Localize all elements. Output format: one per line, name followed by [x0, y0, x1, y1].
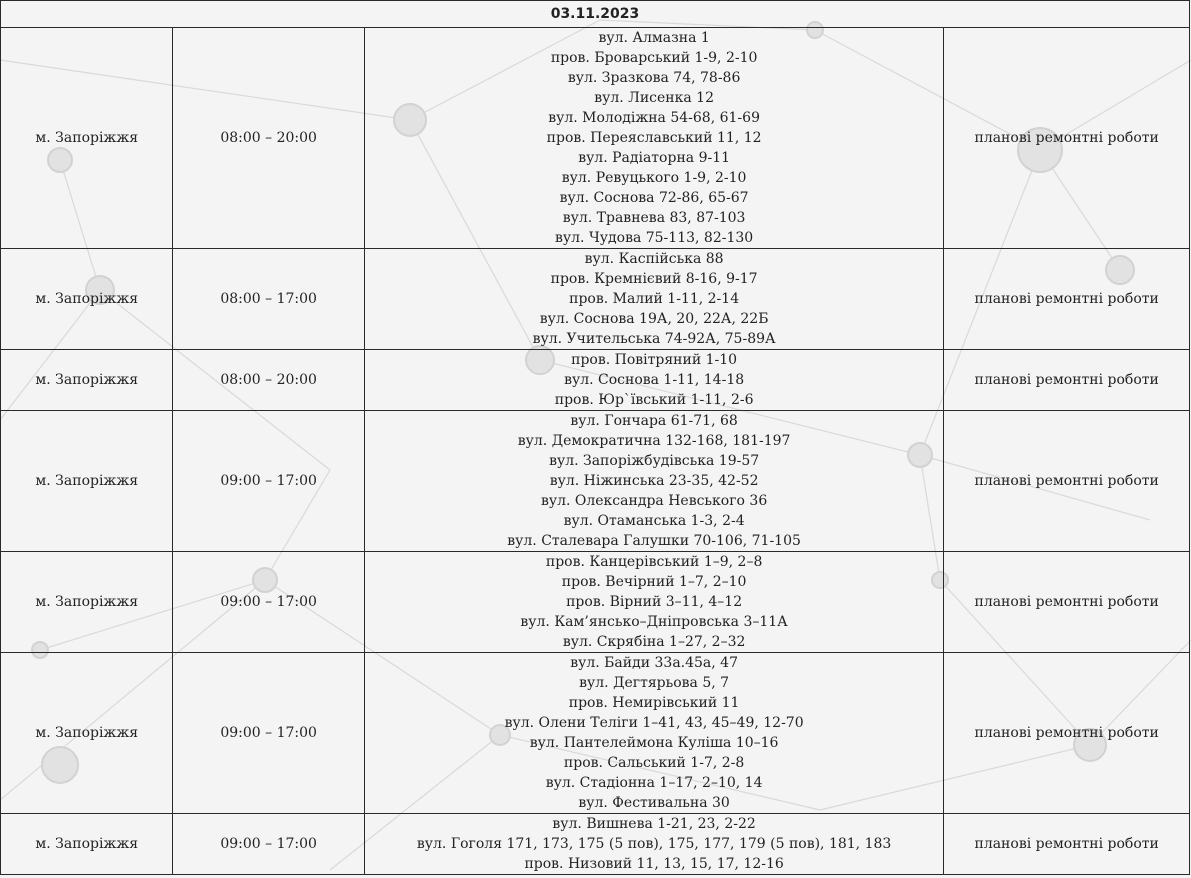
date-header: 03.11.2023 [0, 0, 1190, 28]
table-row: м. Запоріжжя 09:00 – 17:00 пров. Канцерівс… [0, 551, 1190, 653]
address-line: пров. Вечірний 1–7, 2–10 [561, 574, 747, 590]
table-row: м. Запоріжжя 09:00 – 17:00 вул. Гончара 61… [0, 410, 1190, 552]
address-line: вул. Байди 33а.45а, 47 [570, 655, 738, 671]
address-line: вул. Дегтярьова 5, 7 [579, 675, 730, 691]
address-line: пров. Низовий 11, 13, 15, 17, 12-16 [524, 856, 784, 872]
city-cell: м. Запоріжжя [0, 27, 174, 249]
table-row: м. Запоріжжя 08:00 – 20:00 вул. Алмазна 1 п… [0, 27, 1190, 249]
table-row: м. Запоріжжя 08:00 – 20:00 пров. Повітряни… [0, 349, 1190, 411]
time-cell: 08:00 – 17:00 [172, 248, 365, 350]
address-line: пров. Кремнієвий 8-16, 9-17 [550, 271, 758, 287]
reason-cell: планові ремонтні роботи [943, 349, 1190, 411]
time-cell: 09:00 – 17:00 [172, 652, 365, 814]
date-header-row: 03.11.2023 [0, 0, 1190, 28]
address-line: вул. Чудова 75-113, 82-130 [555, 230, 754, 246]
reason-cell: планові ремонтні роботи [943, 813, 1190, 875]
address-line: вул. Молодіжна 54-68, 61-69 [548, 110, 760, 126]
addresses-cell: вул. Байди 33а.45а, 47 вул. Дегтярьова 5,… [363, 652, 945, 814]
address-line: вул. Демократична 132-168, 181-197 [517, 433, 791, 449]
address-line: вул. Гоголя 171, 173, 175 (5 пов), 175, … [416, 836, 892, 852]
addresses-cell: вул. Гончара 61-71, 68 вул. Демократична … [363, 410, 945, 552]
address-line: вул. Олександра Невського 36 [540, 493, 768, 509]
address-line: вул. Кам’янсько–Дніпровська 3–11А [520, 614, 788, 630]
city-cell: м. Запоріжжя [0, 551, 174, 653]
address-line: вул. Соснова 19А, 20, 22А, 22Б [539, 311, 769, 327]
city-cell: м. Запоріжжя [0, 410, 174, 552]
city-cell: м. Запоріжжя [0, 248, 174, 350]
address-line: вул. Стадіонна 1–17, 2–10, 14 [545, 775, 763, 791]
addresses-cell: пров. Повітряний 1-10 вул. Соснова 1-11, … [363, 349, 945, 411]
time-cell: 08:00 – 20:00 [172, 27, 365, 249]
address-line: вул. Вишнева 1-21, 23, 2-22 [552, 816, 756, 832]
address-line: пров. Повітряний 1-10 [571, 352, 738, 368]
table-row: м. Запоріжжя 09:00 – 17:00 вул. Байди 33а.… [0, 652, 1190, 814]
address-line: вул. Отаманська 1-3, 2-4 [563, 513, 745, 529]
time-cell: 09:00 – 17:00 [172, 551, 365, 653]
address-line: вул. Олени Теліги 1–41, 43, 45–49, 12-70 [504, 715, 804, 731]
address-line: вул. Пантелеймона Куліша 10–16 [529, 735, 779, 751]
address-line: вул. Радіаторна 9-11 [578, 150, 731, 166]
address-line: вул. Ревуцького 1-9, 2-10 [561, 170, 747, 186]
reason-cell: планові ремонтні роботи [943, 27, 1190, 249]
reason-cell: планові ремонтні роботи [943, 551, 1190, 653]
address-line: вул. Зразкова 74, 78-86 [567, 70, 741, 86]
address-line: пров. Сальський 1-7, 2-8 [563, 755, 745, 771]
time-cell: 09:00 – 17:00 [172, 813, 365, 875]
address-line: вул. Каспійська 88 [584, 251, 724, 267]
reason-cell: планові ремонтні роботи [943, 248, 1190, 350]
city-cell: м. Запоріжжя [0, 652, 174, 814]
addresses-cell: вул. Каспійська 88 пров. Кремнієвий 8-16,… [363, 248, 945, 350]
address-line: вул. Соснова 1-11, 14-18 [564, 372, 745, 388]
address-line: пров. Малий 1-11, 2-14 [569, 291, 740, 307]
address-line: вул. Сталевара Галушки 70-106, 71-105 [507, 533, 801, 549]
time-cell: 09:00 – 17:00 [172, 410, 365, 552]
table-row: м. Запоріжжя 09:00 – 17:00 вул. Вишнева 1-… [0, 813, 1190, 875]
address-line: вул. Скрябіна 1–27, 2–32 [562, 634, 746, 650]
address-line: пров. Немирівський 11 [568, 695, 740, 711]
address-line: вул. Соснова 72-86, 65-67 [559, 190, 749, 206]
address-line: вул. Травнева 83, 87-103 [562, 210, 746, 226]
address-line: вул. Гончара 61-71, 68 [570, 413, 738, 429]
addresses-cell: пров. Канцерівський 1–9, 2–8 пров. Вечірн… [363, 551, 945, 653]
address-line: пров. Канцерівський 1–9, 2–8 [545, 554, 763, 570]
reason-cell: планові ремонтні роботи [943, 652, 1190, 814]
address-line: вул. Фестивальна 30 [578, 795, 730, 811]
address-line: вул. Ніжинська 23-35, 42-52 [549, 473, 759, 489]
address-line: вул. Учительська 74-92А, 75-89А [532, 331, 776, 347]
time-cell: 08:00 – 20:00 [172, 349, 365, 411]
address-line: вул. Лисенка 12 [594, 90, 714, 106]
address-line: пров. Переяславський 11, 12 [546, 130, 762, 146]
address-line: вул. Алмазна 1 [598, 30, 710, 46]
addresses-cell: вул. Алмазна 1 пров. Броварський 1-9, 2-1… [363, 27, 945, 249]
address-line: пров. Юр`ївський 1-11, 2-6 [554, 392, 754, 408]
city-cell: м. Запоріжжя [0, 349, 174, 411]
city-cell: м. Запоріжжя [0, 813, 174, 875]
table-row: м. Запоріжжя 08:00 – 17:00 вул. Каспійська… [0, 248, 1190, 350]
reason-cell: планові ремонтні роботи [943, 410, 1190, 552]
address-line: пров. Броварський 1-9, 2-10 [550, 50, 758, 66]
address-line: пров. Вірний 3–11, 4–12 [566, 594, 743, 610]
addresses-cell: вул. Вишнева 1-21, 23, 2-22 вул. Гоголя 1… [363, 813, 945, 875]
address-line: вул. Запоріжбудівська 19-57 [549, 453, 760, 469]
